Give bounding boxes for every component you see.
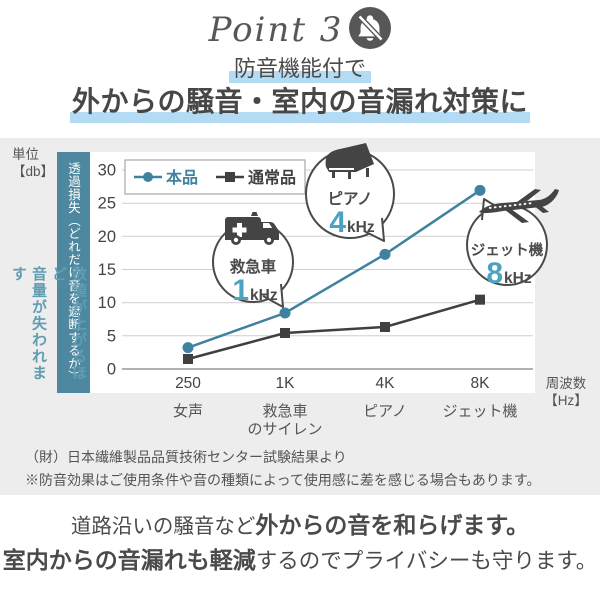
x-tick-label: 8K [471, 375, 491, 392]
y-tick-label: 0 [107, 361, 116, 379]
series-line-通常品 [187, 298, 481, 361]
chart-section: 30 25 20 15 10 5 0 250 1K 4K 8K 周波数 【Hz】… [0, 138, 600, 495]
data-point-通常品 [380, 322, 390, 332]
data-point-本品 [182, 342, 194, 354]
y-axis-title-bar: 透過損失（どれだけ音を遮断するか） [57, 152, 90, 393]
category-label: 救急車 [262, 403, 307, 420]
data-point-本品 [379, 248, 391, 260]
callout-name: ピアノ [327, 190, 372, 208]
svg-text:【Hz】: 【Hz】 [544, 393, 588, 408]
series-line-本品 [187, 189, 481, 349]
legend: 本品 通常品 [124, 159, 306, 195]
callout-unit: kHz [504, 270, 532, 287]
y-tick-label: 20 [98, 228, 116, 246]
x-axis-unit-label: 周波数 【Hz】 [544, 376, 588, 408]
legend-label-honpin: 本品 [166, 168, 198, 187]
svg-text:周波数: 周波数 [546, 376, 587, 391]
bottom-copy-section: 道路沿いの騒音など外からの音を和らげます。 室内からの音漏れも軽減するのでプライ… [0, 495, 600, 600]
y-tick-label: 10 [98, 294, 116, 312]
legend-marker-square [225, 172, 235, 182]
y-axis-ticks: 30 25 20 15 10 5 0 [98, 162, 116, 379]
y-axis-title: 透過損失（どれだけ音を遮断するか） [66, 162, 80, 383]
callout-tail [363, 217, 385, 242]
data-point-本品 [474, 184, 486, 196]
header-subtitle: 防音機能付で [228, 56, 371, 84]
point-label: Point 3 [208, 10, 344, 50]
callout-tail [262, 283, 284, 308]
legend-marker-circle [143, 172, 153, 182]
legend-label-tsujohin: 通常品 [248, 168, 296, 187]
callout-frequency: 1 [232, 274, 249, 307]
gridlines [122, 169, 533, 370]
category-label: ピアノ [363, 403, 407, 420]
callout-ambulance: 救急車 1 kHz [212, 212, 294, 308]
callout-unit: kHz [250, 287, 278, 304]
x-axis-ticks: 250 1K 4K 8K [175, 375, 490, 392]
category-label: ジェット機 [442, 403, 517, 420]
callout-piano: ピアノ 4 kHz [305, 143, 395, 242]
data-point-通常品 [280, 328, 290, 338]
header-section: Point 3 防音機能付で 外からの騒音・室内の音漏れ対策に [0, 0, 600, 138]
piano-icon [325, 143, 374, 179]
y-tick-label: 15 [98, 261, 116, 279]
category-label: のサイレン [247, 421, 322, 438]
callout-frequency: 8 [486, 257, 503, 290]
callout-jet: ジェット機 8 kHz [466, 189, 559, 290]
data-point-本品 [279, 307, 291, 319]
muted-bell-icon [349, 6, 392, 54]
x-category-labels: 女声 救急車 のサイレン ピアノ ジェット機 [173, 402, 518, 438]
y-axis-unit-label: 単位 【db】 [12, 147, 55, 179]
jet-icon [479, 189, 559, 223]
x-tick-label: 4K [376, 375, 396, 392]
data-point-通常品 [475, 294, 485, 305]
sound-chart: 30 25 20 15 10 5 0 250 1K 4K 8K 周波数 【Hz】… [90, 143, 588, 438]
data-point-通常品 [183, 354, 193, 364]
bottom-line-1: 道路沿いの騒音など外からの音を和らげます。 [70, 512, 530, 538]
axis-explanation-note: 数値が上がるほど 音量が失われます [10, 266, 87, 382]
x-tick-label: 250 [175, 375, 201, 392]
page-title: 外からの騒音・室内の音漏れ対策に [69, 86, 530, 124]
category-label: 女声 [173, 402, 203, 420]
y-tick-label: 25 [98, 195, 116, 213]
point-row: Point 3 [0, 0, 600, 54]
ambulance-icon [225, 212, 279, 245]
y-tick-label: 30 [98, 162, 116, 180]
callout-name: 救急車 [230, 257, 277, 276]
footnote-disclaimer: ※防音効果はご使用条件や音の種類によって使用感に差を感じる場合もあります。 [25, 472, 541, 488]
footnotes: （財）日本繊維製品品質技術センター試験結果より ※防音効果はご使用条件や音の種類… [25, 446, 540, 492]
footnote-source: （財）日本繊維製品品質技術センター試験結果より [25, 449, 347, 465]
callout-name: ジェット機 [471, 241, 544, 259]
callout-frequency: 4 [329, 206, 346, 239]
y-tick-label: 5 [107, 327, 116, 345]
callout-unit: kHz [347, 219, 375, 236]
bottom-line-2: 室内からの音漏れも軽減するのでプライバシーも守ります。 [2, 547, 598, 573]
x-tick-label: 1K [276, 375, 296, 392]
series-layer [182, 184, 486, 364]
